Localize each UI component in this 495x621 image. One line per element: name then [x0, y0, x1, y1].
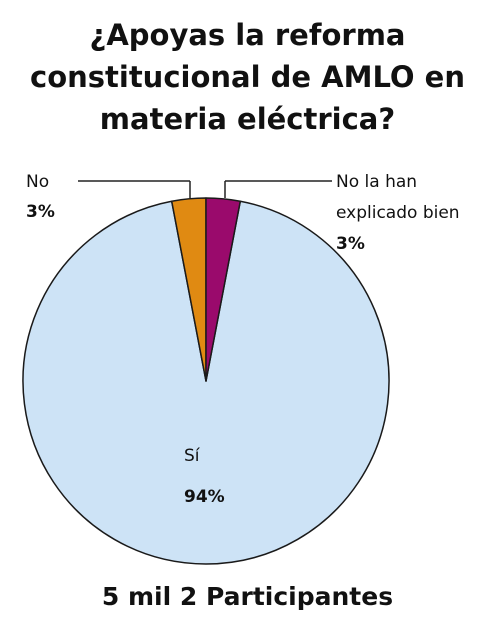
slice-label-no-explicado-line-2: explicado bien — [336, 203, 460, 223]
pie-slice-no-explicado — [205, 197, 242, 382]
pie-slice-si — [22, 200, 390, 565]
slice-label-si: Sí — [184, 446, 201, 466]
participants-footer: 5 mil 2 Participantes — [101, 582, 394, 611]
chart-title-line-2: constitucional de AMLO en — [30, 60, 465, 94]
chart-title: ¿Apoyas la reforma constitucional de AML… — [0, 14, 495, 140]
slice-label-no: No — [26, 172, 49, 192]
chart-title-line-3: materia eléctrica? — [99, 102, 396, 136]
slice-percent-no: 3% — [26, 202, 55, 222]
slice-percent-si: 94% — [184, 487, 225, 507]
chart-title-line-1: ¿Apoyas la reforma — [89, 18, 406, 52]
slice-percent-no-explicado: 3% — [336, 234, 365, 254]
pie-slices — [22, 197, 390, 565]
slice-label-no-explicado-line-1: No la han — [336, 172, 417, 192]
